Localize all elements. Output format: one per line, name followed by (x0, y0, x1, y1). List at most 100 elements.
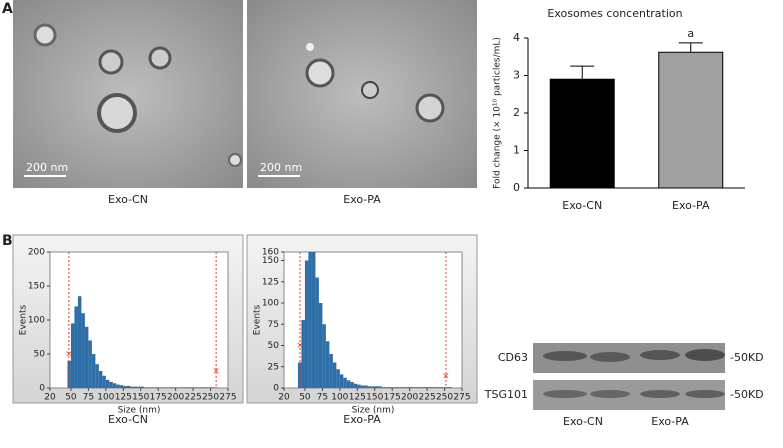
histogram-bar (448, 387, 452, 388)
y-tick-label: 150 (262, 256, 279, 266)
bar (549, 78, 615, 189)
histogram-bar (203, 387, 208, 388)
histogram-bar (74, 306, 78, 388)
histogram-bar (186, 387, 190, 388)
y-tick-label: 100 (28, 316, 45, 326)
histogram-bar (325, 341, 330, 388)
x-tick-label: 100 (331, 393, 348, 403)
histogram-bar (367, 386, 372, 388)
y-tick-label: 160 (262, 248, 279, 258)
histogram-bar (147, 387, 152, 388)
histogram-bar (112, 383, 117, 388)
caption: Exo-CN (108, 413, 148, 426)
histogram-bar (130, 386, 134, 388)
histogram-bar (67, 360, 71, 388)
scale-bar: 200 nm (260, 161, 302, 174)
histogram-bar (116, 384, 120, 388)
histogram-bar (423, 387, 428, 388)
x-tick-label: 200 (167, 393, 184, 403)
histogram-bar (444, 387, 449, 388)
y-tick-label: 25 (268, 362, 279, 372)
x-tick-label: 275 (219, 393, 236, 403)
histogram-bar (322, 324, 326, 388)
histogram-bar (179, 387, 183, 388)
blot-size: -50KD (730, 388, 764, 401)
histogram-bar (339, 374, 344, 388)
x-tick-label: 75 (83, 393, 94, 403)
histogram-bar (109, 381, 113, 388)
x-tick-label: 20 (44, 393, 56, 403)
histogram-bar (168, 387, 173, 388)
histogram-bar (315, 277, 319, 388)
histogram-bar (91, 354, 96, 388)
histogram-bar (416, 387, 421, 388)
histogram-bar (336, 369, 340, 388)
x-axis-label: Size (nm) (118, 406, 161, 416)
y-tick-label: 200 (28, 248, 45, 258)
caption: Exo-PA (343, 193, 381, 206)
caption: Exo-PA (343, 413, 381, 426)
histogram-bar (434, 387, 438, 388)
y-tick-label: 0 (513, 181, 520, 194)
histogram-bar (343, 377, 347, 388)
histogram-bar (133, 386, 138, 388)
y-axis-label: Events (253, 304, 263, 335)
x-tick-label: 100 (97, 393, 114, 403)
histogram-bar (70, 323, 75, 388)
histogram-bar (154, 387, 159, 388)
histogram-bar (158, 387, 162, 388)
gate-marker: × (442, 372, 450, 382)
x-tick-label: 225 (185, 393, 202, 403)
histogram-bar (353, 383, 358, 388)
y-tick-label: 1 (513, 144, 520, 157)
caption: Exo-CN (108, 193, 148, 206)
histogram-bar (399, 387, 403, 388)
histogram-bar (126, 385, 131, 388)
histogram-bar (427, 387, 431, 388)
x-tick-label: 175 (150, 393, 167, 403)
histogram-bar (88, 340, 92, 388)
y-tick-label: 3 (513, 69, 520, 82)
histogram-bar (189, 387, 194, 388)
histogram-bar (77, 296, 82, 388)
x-tick-label: 250 (202, 393, 219, 403)
histogram-bar (95, 364, 99, 388)
blot-lane: Exo-CN (563, 415, 603, 428)
x-tick-label: 200 (401, 393, 418, 403)
chart-title: Exosomes concentration (547, 7, 682, 20)
histogram-bar (196, 387, 201, 388)
gate-marker: × (296, 341, 304, 351)
histogram-bar (200, 387, 204, 388)
histogram-bar (165, 387, 169, 388)
x-tick-label: 250 (436, 393, 453, 403)
blot-lane: Exo-PA (651, 415, 689, 428)
histogram-bar (140, 386, 145, 388)
histogram-bar (161, 387, 166, 388)
scale-bar: 200 nm (26, 161, 68, 174)
histogram-bar (311, 252, 316, 388)
histogram-bar (301, 320, 305, 388)
histogram-bar (297, 362, 302, 388)
x-tick-label: 125 (115, 393, 132, 403)
histogram-bar (381, 387, 386, 388)
y-tick-label: 0 (273, 384, 279, 394)
y-tick-label: 75 (268, 320, 279, 330)
x-tick-label: 150 (132, 393, 149, 403)
histogram-bar (357, 384, 361, 388)
histogram-bar (98, 371, 103, 388)
tem-image: 200 nm (247, 0, 477, 188)
histogram-bar (105, 379, 110, 388)
x-tick-label: 75 (317, 393, 328, 403)
histogram-bar (371, 386, 375, 388)
histogram-bar (437, 387, 442, 388)
histogram-bar (413, 387, 417, 388)
histogram-bar (420, 387, 424, 388)
histogram-bar (402, 387, 407, 388)
y-tick-label: 4 (513, 31, 520, 44)
histogram-bar (346, 380, 351, 388)
y-tick-label: 0 (39, 384, 45, 394)
x-tick-label: 20 (278, 393, 290, 403)
bar (658, 51, 724, 189)
y-tick-label: 125 (262, 277, 279, 287)
x-tick-label: Exo-CN (562, 199, 602, 212)
